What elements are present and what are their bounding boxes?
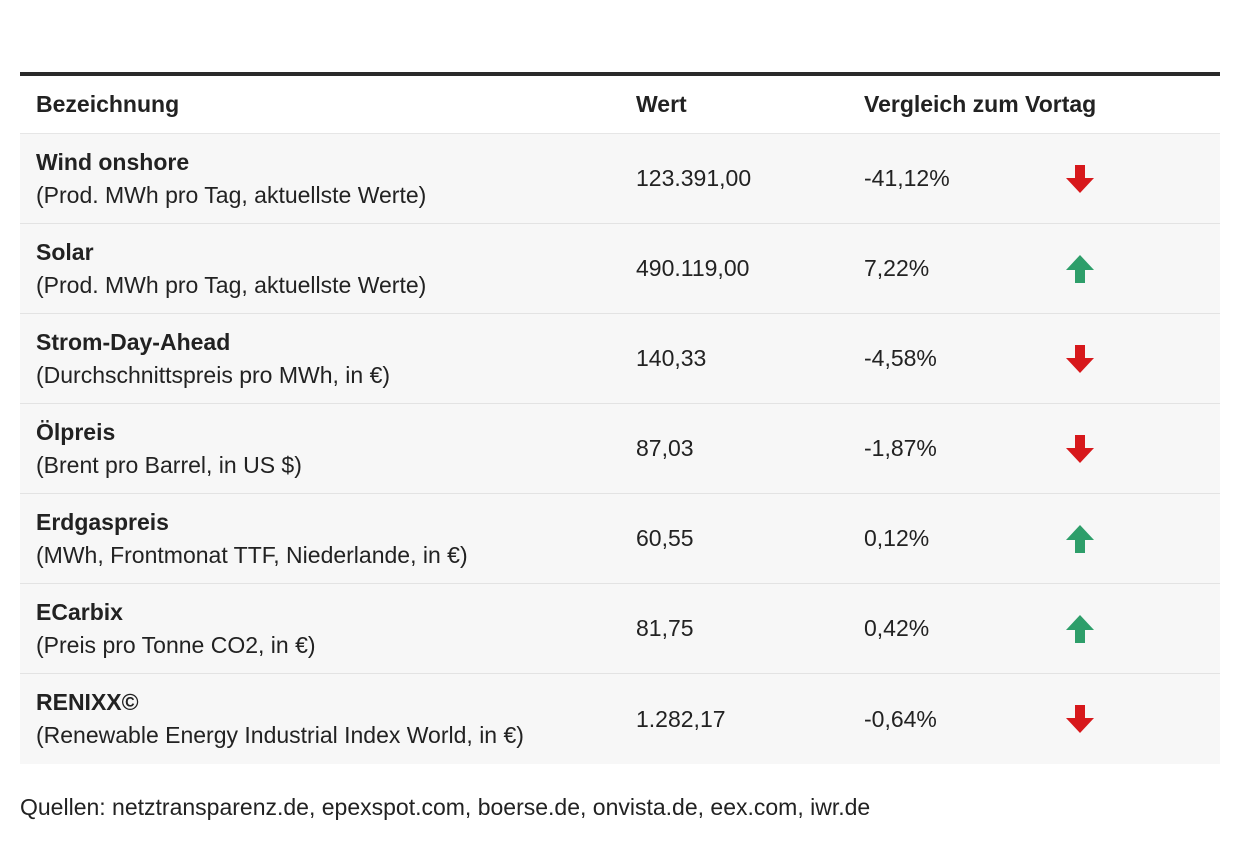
table-row: Ölpreis (Brent pro Barrel, in US $) 87,03 -… (20, 404, 1220, 494)
table-row: Wind onshore (Prod. MWh pro Tag, aktuells… (20, 134, 1220, 224)
header-bezeichnung: Bezeichnung (36, 91, 180, 117)
arrow-down-icon (1066, 705, 1094, 733)
row-name: Wind onshore (36, 148, 190, 175)
cell-bezeichnung: Wind onshore (Prod. MWh pro Tag, aktuells… (20, 146, 636, 212)
row-description: (Brent pro Barrel, in US $) (36, 451, 302, 478)
cell-trend (1064, 703, 1220, 735)
row-description: (Prod. MWh pro Tag, aktuellste Werte) (36, 181, 427, 208)
cell-wert: 81,75 (636, 615, 694, 641)
table-row: ECarbix (Preis pro Tonne CO2, in €) 81,75 0… (20, 584, 1220, 674)
table-row: RENIXX© (Renewable Energy Industrial Inde… (20, 674, 1220, 764)
table-row: Solar (Prod. MWh pro Tag, aktuellste Wert… (20, 224, 1220, 314)
cell-vergleich: -1,87% (864, 435, 937, 461)
arrow-up-icon (1066, 524, 1094, 553)
cell-bezeichnung: Ölpreis (Brent pro Barrel, in US $) (20, 416, 636, 482)
cell-vergleich: 0,42% (864, 615, 930, 641)
table-body: Wind onshore (Prod. MWh pro Tag, aktuells… (20, 134, 1220, 764)
row-description: (MWh, Frontmonat TTF, Niederlande, in €) (36, 541, 468, 568)
row-description: (Durchschnittspreis pro MWh, in €) (36, 361, 391, 388)
cell-bezeichnung: RENIXX© (Renewable Energy Industrial Inde… (20, 686, 636, 752)
cell-trend (1064, 343, 1220, 375)
header-vergleich: Vergleich zum Vortag (864, 91, 1097, 117)
arrow-up-icon (1066, 614, 1094, 643)
cell-wert: 1.282,17 (636, 705, 726, 732)
arrow-down-icon (1066, 344, 1094, 373)
row-description: (Prod. MWh pro Tag, aktuellste Werte) (36, 271, 427, 298)
table-row: Strom-Day-Ahead (Durchschnittspreis pro M… (20, 314, 1220, 404)
row-name: Strom-Day-Ahead (36, 328, 231, 355)
cell-trend (1064, 253, 1220, 285)
row-name: Erdgaspreis (36, 508, 169, 535)
row-description: (Renewable Energy Industrial Index World… (36, 722, 524, 748)
row-name: Solar (36, 238, 94, 265)
cell-wert: 123.391,00 (636, 165, 752, 191)
arrow-down-icon (1066, 164, 1094, 193)
cell-vergleich: -4,58% (864, 345, 937, 371)
energy-table: Bezeichnung Wert Vergleich zum Vortag Wi… (20, 72, 1220, 764)
table-row: Erdgaspreis (MWh, Frontmonat TTF, Niederl… (20, 494, 1220, 584)
cell-wert: 140,33 (636, 345, 707, 371)
cell-bezeichnung: Strom-Day-Ahead (Durchschnittspreis pro M… (20, 326, 636, 392)
cell-trend (1064, 523, 1220, 555)
row-name: ECarbix (36, 598, 123, 625)
cell-trend (1064, 433, 1220, 465)
energy-table-container: Bezeichnung Wert Vergleich zum Vortag Wi… (20, 72, 1220, 764)
cell-vergleich: -41,12% (864, 165, 950, 191)
cell-bezeichnung: Erdgaspreis (MWh, Frontmonat TTF, Niederl… (20, 506, 636, 572)
arrow-up-icon (1066, 254, 1094, 283)
cell-vergleich: 0,12% (864, 525, 930, 551)
cell-bezeichnung: ECarbix (Preis pro Tonne CO2, in €) (20, 596, 636, 662)
row-name: Ölpreis (36, 418, 116, 445)
cell-bezeichnung: Solar (Prod. MWh pro Tag, aktuellste Wert… (20, 236, 636, 302)
row-description: (Preis pro Tonne CO2, in €) (36, 631, 316, 658)
header-wert: Wert (636, 91, 687, 117)
cell-vergleich: -0,64% (864, 705, 937, 732)
cell-trend (1064, 163, 1220, 195)
source-note: Quellen: netztransparenz.de, epexspot.co… (20, 794, 871, 820)
arrow-down-icon (1066, 434, 1094, 463)
cell-wert: 87,03 (636, 435, 694, 461)
cell-wert: 60,55 (636, 525, 694, 551)
table-header: Bezeichnung Wert Vergleich zum Vortag (20, 76, 1220, 134)
cell-trend (1064, 613, 1220, 645)
row-name: RENIXX© (36, 689, 139, 715)
cell-vergleich: 7,22% (864, 255, 930, 281)
cell-wert: 490.119,00 (636, 255, 750, 281)
